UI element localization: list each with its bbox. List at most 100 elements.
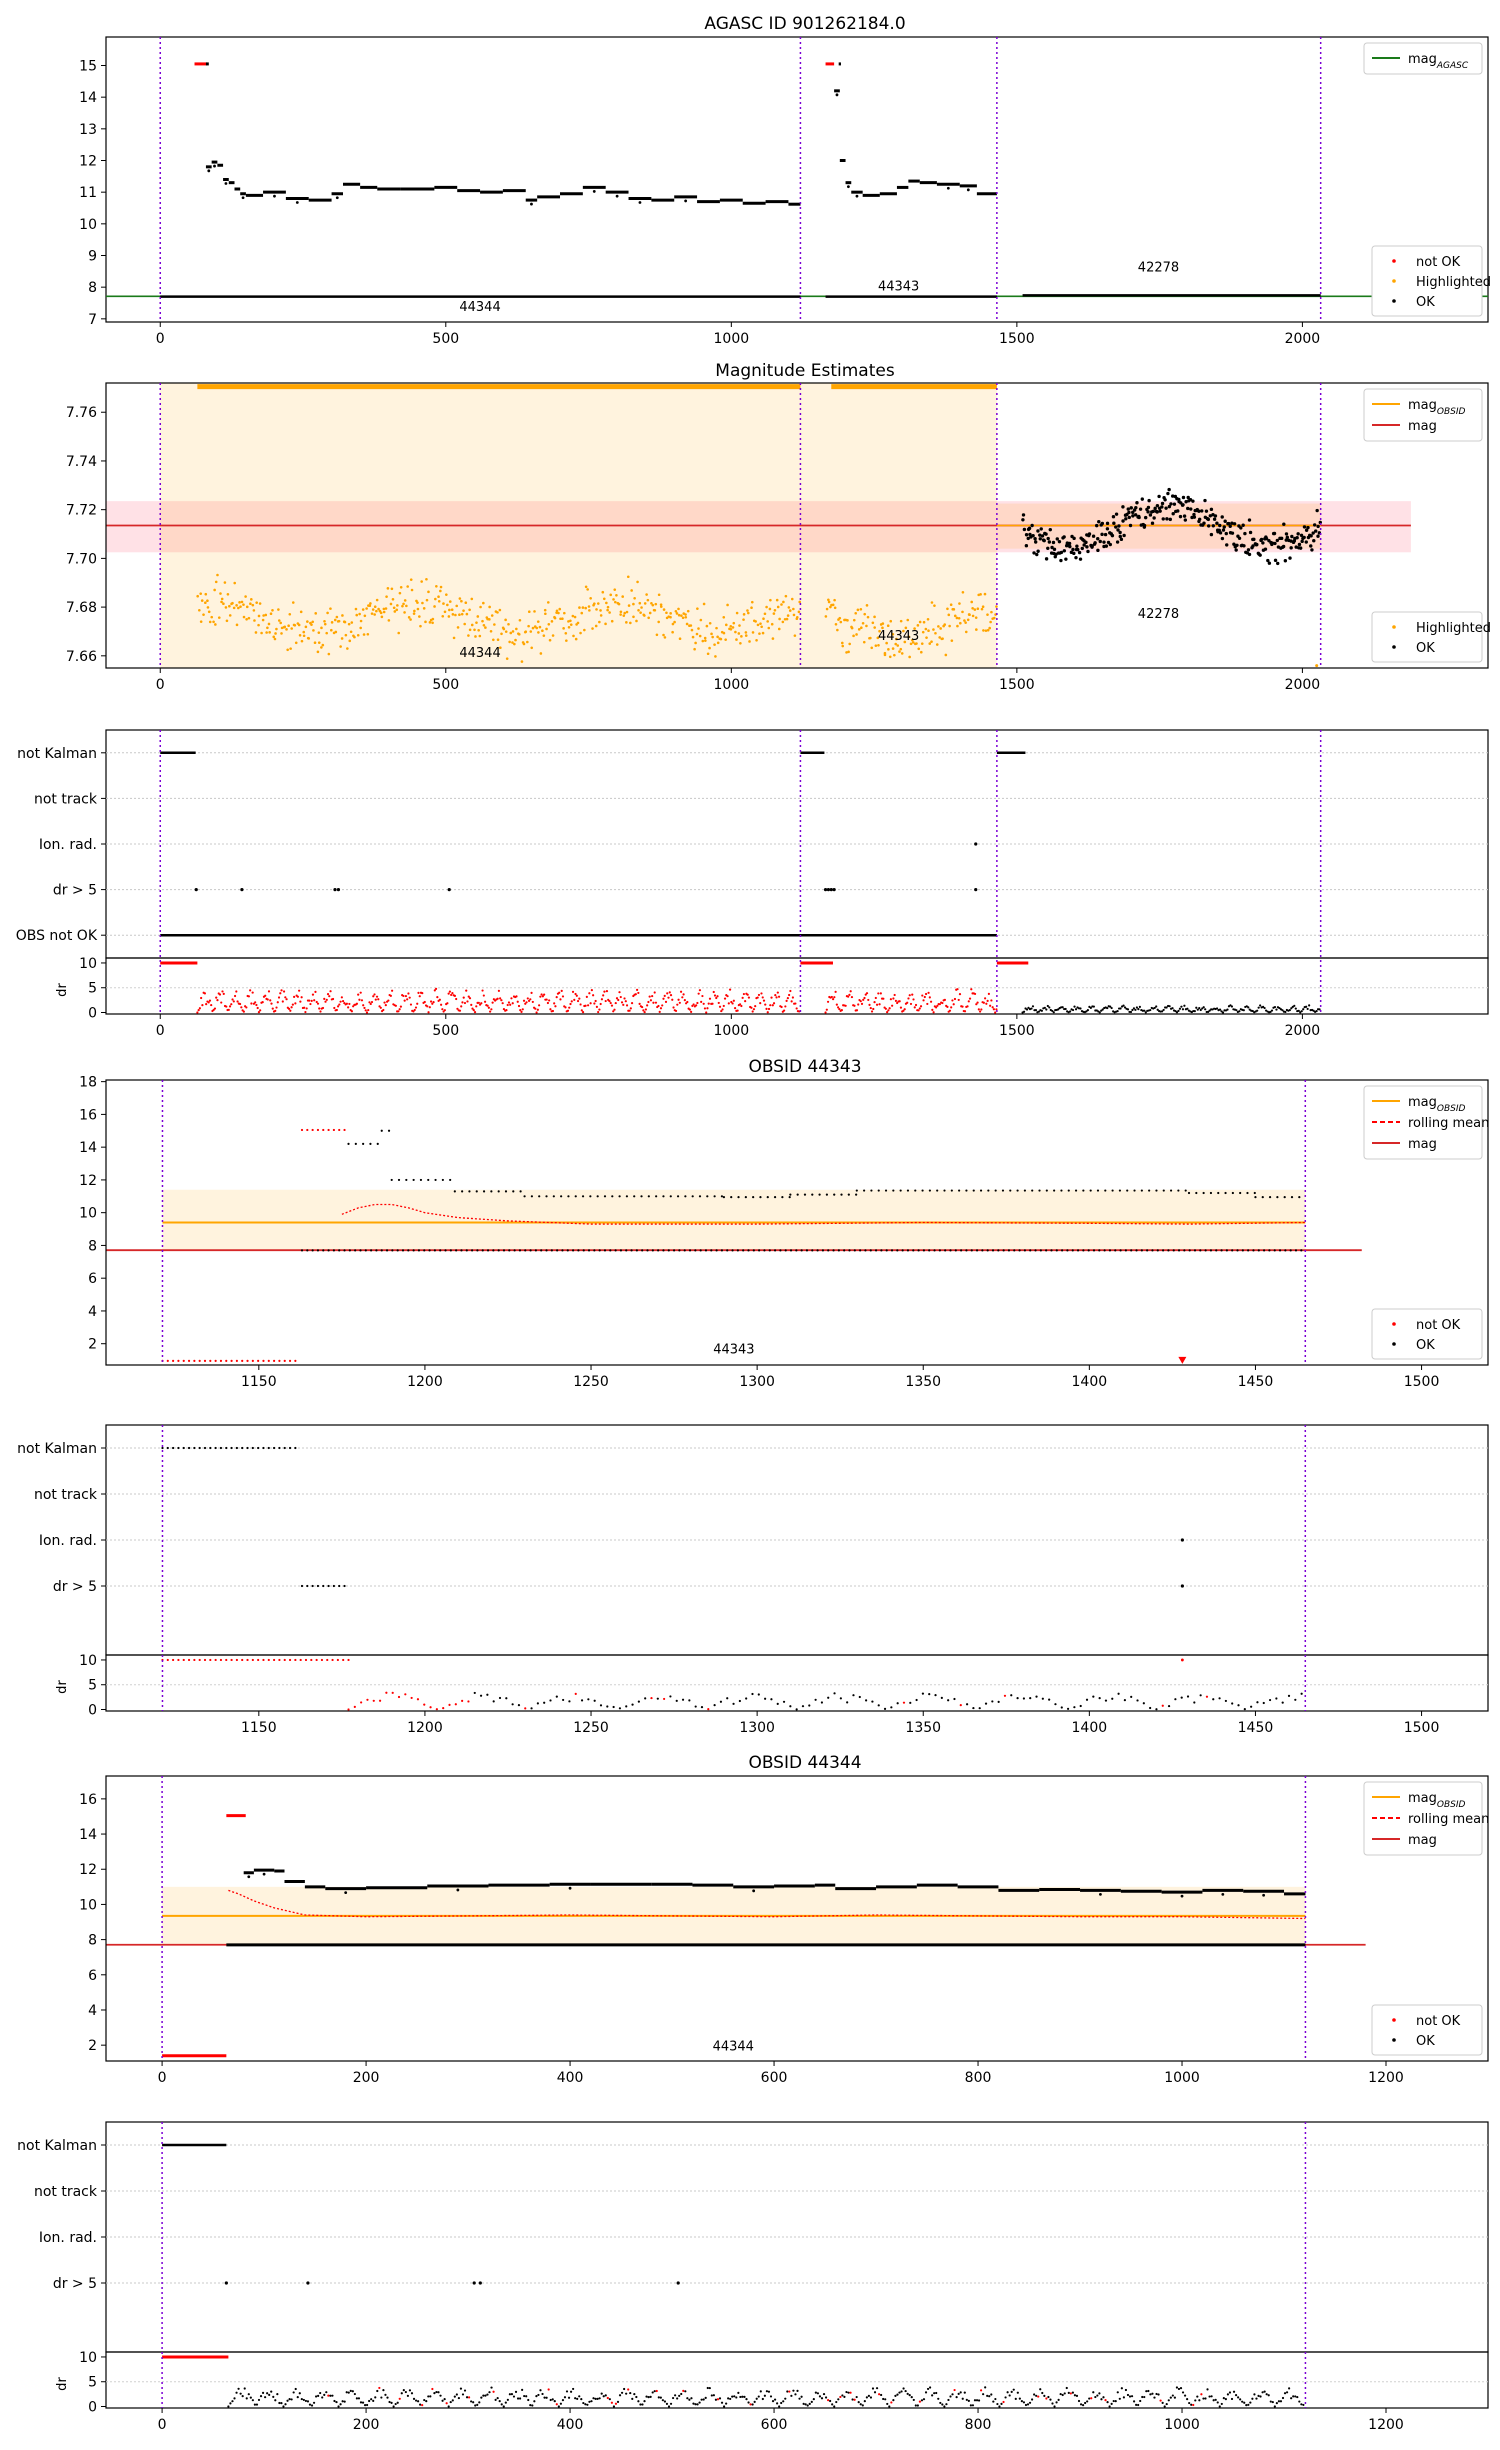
mag-estimate-point	[214, 580, 218, 584]
mag-point	[827, 1249, 830, 1252]
dr-point	[231, 2400, 234, 2403]
dr-point	[923, 995, 926, 999]
mag-point	[439, 1249, 442, 1252]
mag-estimate-point	[710, 632, 713, 636]
dr-point	[1279, 2400, 1283, 2403]
mag-estimate-point	[744, 631, 748, 634]
mag-estimate-point	[1097, 520, 1101, 524]
dr-point	[696, 2403, 699, 2406]
mag-estimate-point	[1306, 525, 1310, 530]
dr-point	[435, 1708, 438, 1711]
flag-point	[161, 1446, 164, 1450]
mag-point	[1098, 1249, 1101, 1252]
dr-point	[1281, 1009, 1284, 1012]
mag-estimate-point	[602, 597, 606, 601]
mag-estimate-point	[586, 588, 589, 591]
dr-point	[872, 1007, 875, 1011]
dr-point	[1212, 1698, 1215, 1701]
dr-point	[198, 1007, 201, 1010]
dr-point	[1263, 1006, 1266, 1010]
mag-point	[534, 1249, 537, 1252]
mag-estimate-point	[537, 631, 540, 634]
dr-point	[912, 998, 915, 1001]
dr-point	[710, 2394, 713, 2397]
mag-estimate-point	[1315, 508, 1319, 513]
mag-estimate-point	[222, 602, 225, 606]
mag-point	[1184, 1189, 1187, 1192]
dr-point	[259, 1009, 262, 1012]
category-label: not Kalman	[17, 1441, 97, 1457]
mag-estimate-point	[677, 607, 680, 611]
x-tick-label: 1500	[1404, 1374, 1440, 1390]
dr-point	[774, 994, 777, 997]
dr-point	[374, 2396, 377, 2399]
mag-point	[241, 196, 245, 200]
mag-estimate-point	[979, 593, 982, 596]
flag-point	[676, 2281, 680, 2285]
dr-point	[943, 998, 947, 1001]
dr-point	[833, 1692, 836, 1695]
dr-point	[608, 999, 611, 1003]
dr-point	[253, 2403, 257, 2406]
mag-estimate-point	[927, 629, 930, 633]
mag-estimate-point	[508, 640, 511, 644]
mag-estimate-point	[362, 633, 366, 636]
mag-estimate-point	[377, 607, 380, 611]
dr-point	[505, 1009, 508, 1012]
mag-estimate-point	[550, 620, 554, 623]
mag-estimate-point	[476, 615, 480, 618]
dr-point	[1016, 1697, 1019, 1700]
dr-point	[463, 1001, 467, 1005]
mag-estimate-point	[784, 594, 788, 598]
mag-estimate-point	[307, 637, 311, 640]
dr-point	[527, 2398, 530, 2402]
dr-point	[827, 1696, 830, 1699]
mag-estimate-point	[1031, 533, 1035, 538]
dr-point	[1241, 2400, 1244, 2403]
mag-estimate-point	[758, 632, 761, 635]
dr-point	[284, 2403, 287, 2406]
mag-estimate-point	[1192, 515, 1197, 519]
dr-point	[467, 1700, 470, 1703]
x-tick-label: 1400	[1072, 1720, 1108, 1736]
mag-estimate-point	[1146, 510, 1150, 514]
dr-point	[1204, 2397, 1207, 2400]
dr-point	[205, 1003, 208, 1006]
dr-point	[507, 1001, 511, 1004]
dr-point	[1267, 2394, 1270, 2397]
mag-point	[1239, 1191, 1242, 1195]
mag-estimate-point	[348, 639, 352, 643]
mag-point	[332, 1128, 335, 1132]
mag-estimate-point	[772, 612, 776, 615]
dr-point	[338, 1003, 341, 1006]
dr-point	[541, 995, 544, 998]
dr-point	[1308, 1004, 1311, 1007]
mag-estimate-point	[1247, 518, 1252, 522]
flag-point	[187, 1446, 191, 1450]
dr-point	[961, 1005, 964, 1008]
mag-estimate-point	[373, 605, 377, 609]
mag-estimate-point	[878, 629, 881, 633]
mag-point	[592, 190, 596, 193]
mag-point	[1284, 1249, 1287, 1252]
dr-point	[1126, 2393, 1130, 2397]
dr-point	[177, 1658, 180, 1662]
dr-point	[325, 2391, 328, 2394]
flag-point	[251, 1446, 254, 1450]
dr-point	[1249, 2401, 1252, 2404]
dr-point	[219, 1658, 223, 1662]
mag-estimate-point	[555, 609, 559, 613]
mag-point	[1162, 1189, 1165, 1192]
dr-point	[1153, 1006, 1156, 1010]
mag-estimate-point	[1093, 541, 1097, 545]
mag-point	[837, 1249, 840, 1252]
mag-point	[744, 1196, 747, 1199]
mag-estimate-point	[421, 601, 424, 605]
x-tick-label: 400	[557, 2070, 584, 2086]
mag-estimate-point	[235, 623, 239, 627]
dr-point	[460, 1005, 463, 1008]
mag-estimate-point	[355, 613, 359, 617]
dr-point	[272, 2395, 275, 2398]
mag-estimate-point	[677, 613, 681, 617]
mag-estimate-point	[327, 652, 331, 656]
